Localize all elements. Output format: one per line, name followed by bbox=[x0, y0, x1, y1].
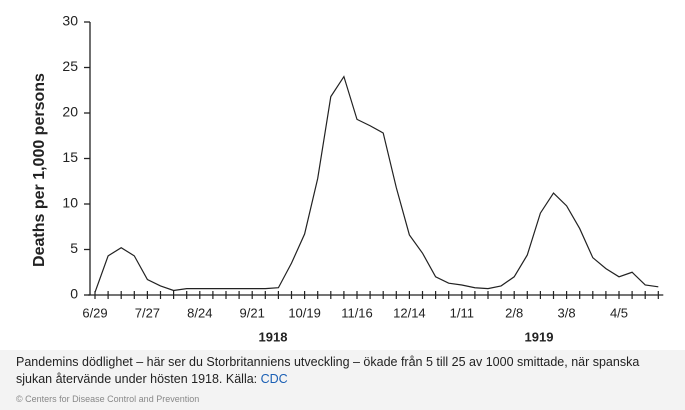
credit: © Centers for Disease Control and Preven… bbox=[16, 394, 200, 404]
caption-link[interactable]: CDC bbox=[260, 372, 288, 386]
x-tick-label: 4/5 bbox=[610, 305, 628, 320]
y-tick-label: 30 bbox=[62, 13, 78, 29]
y-tick-label: 15 bbox=[62, 149, 78, 165]
y-tick-label: 10 bbox=[62, 195, 78, 211]
caption: Pandemins dödlighet – här ser du Storbri… bbox=[16, 354, 671, 388]
data-line bbox=[94, 75, 659, 293]
caption-text: Pandemins dödlighet – här ser du Storbri… bbox=[16, 355, 640, 386]
y-axis-label: Deaths per 1,000 persons bbox=[31, 73, 48, 267]
x-tick-label: 10/19 bbox=[288, 305, 321, 320]
x-tick-label: 11/16 bbox=[341, 305, 373, 320]
x-tick-label: 6/29 bbox=[82, 305, 107, 320]
caption-block: Pandemins dödlighet – här ser du Storbri… bbox=[0, 350, 685, 410]
x-tick-label: 12/14 bbox=[393, 305, 426, 320]
x-tick-label: 2/8 bbox=[505, 305, 523, 320]
y-tick-label: 5 bbox=[70, 240, 78, 256]
x-tick-label: 8/24 bbox=[187, 305, 212, 320]
x-tick-label: 1/11 bbox=[450, 305, 474, 320]
x-tick-label: 3/8 bbox=[558, 305, 576, 320]
y-tick-label: 0 bbox=[70, 286, 78, 302]
y-tick-label: 20 bbox=[62, 104, 78, 120]
y-tick-label: 25 bbox=[62, 58, 78, 74]
x-tick-label: 7/27 bbox=[135, 305, 160, 320]
chart: Deaths per 1,000 persons 0 5 10 15 20 25 30 6/2… bbox=[31, 13, 664, 344]
year-label: 1918 bbox=[259, 329, 288, 344]
x-tick-label: 9/21 bbox=[240, 305, 265, 320]
year-label: 1919 bbox=[525, 329, 554, 344]
